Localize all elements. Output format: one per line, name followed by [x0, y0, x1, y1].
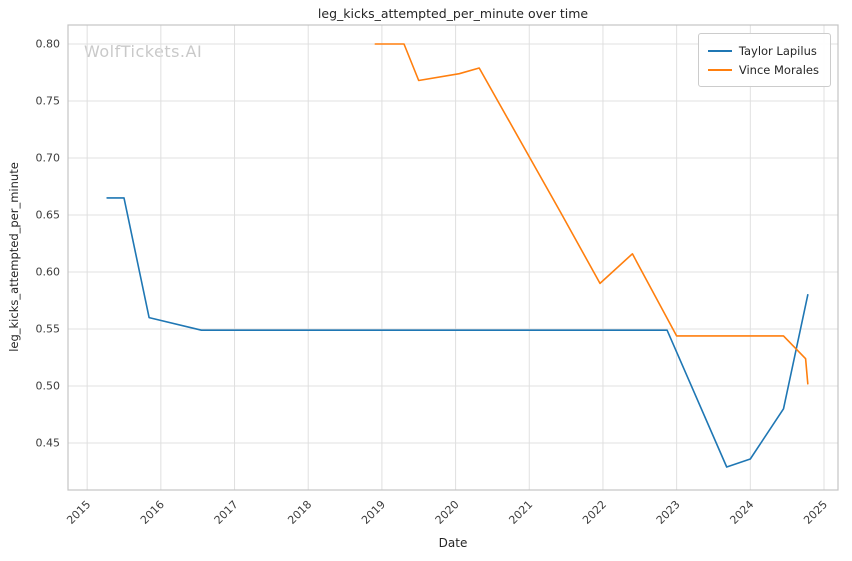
x-tick-label: 2021 [506, 498, 535, 527]
series-line-vince-morales [374, 43, 809, 385]
legend-label: Taylor Lapilus [738, 43, 817, 58]
legend-label: Vince Morales [738, 62, 819, 77]
legend-item-taylor-lapilus: Taylor Lapilus [707, 41, 819, 60]
y-tick-label: 0.50 [36, 380, 61, 393]
y-tick-label: 0.65 [36, 209, 61, 222]
x-tick-label: 2015 [64, 498, 93, 527]
x-tick-label: 2019 [359, 498, 388, 527]
y-axis-label: leg_kicks_attempted_per_minute [7, 162, 21, 352]
legend-line-swatch-orange [707, 68, 732, 71]
x-tick-label: 2024 [727, 498, 756, 527]
y-tick-label: 0.55 [36, 323, 61, 336]
y-tick-label: 0.80 [36, 38, 61, 51]
x-tick-label: 2023 [654, 498, 683, 527]
y-tick-label: 0.75 [36, 95, 61, 108]
legend-line-swatch-blue [707, 49, 732, 52]
x-tick-label: 2017 [212, 498, 241, 527]
chart-title: leg_kicks_attempted_per_minute over time [317, 6, 589, 21]
x-tick-label: 2018 [285, 498, 314, 527]
legend-item-vince-morales: Vince Morales [707, 60, 819, 79]
plot-border [67, 24, 839, 491]
x-tick-label: 2016 [138, 498, 167, 527]
x-tick-label: 2025 [801, 498, 830, 527]
x-tick-label: 2022 [580, 498, 609, 527]
y-tick-label: 0.60 [36, 266, 61, 279]
y-tick-label: 0.70 [36, 152, 61, 165]
x-tick-label: 2020 [433, 498, 462, 527]
y-tick-label: 0.45 [36, 437, 61, 450]
x-axis-label: Date [438, 536, 468, 550]
series-line-taylor-lapilus [106, 197, 809, 468]
legend: Taylor Lapilus Vince Morales [697, 33, 831, 87]
watermark: WolfTickets.AI [84, 42, 203, 61]
